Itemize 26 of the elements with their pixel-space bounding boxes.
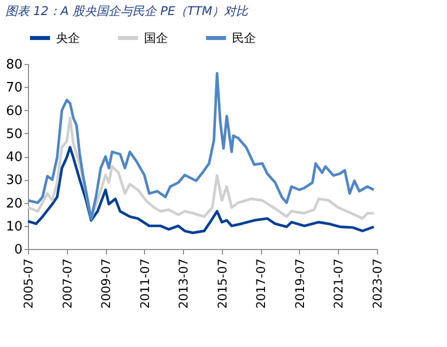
x-tick-label: 2011-07	[138, 258, 152, 309]
x-tick-label: 2007-07	[60, 258, 74, 309]
x-tick-label: 2019-07	[292, 258, 307, 309]
x-tick-label: 2009-07	[99, 258, 114, 309]
legend-label: 央企	[56, 31, 80, 45]
legend-label: 国企	[144, 31, 168, 45]
legend-label: 民企	[232, 31, 256, 45]
x-tick-label: 2015-07	[215, 258, 230, 309]
x-tick-label: 2017-07	[254, 258, 268, 309]
y-tick-label: 80	[6, 58, 22, 72]
y-tick-label: 60	[6, 104, 22, 119]
x-tick-label: 2005-07	[22, 258, 36, 309]
y-tick-label: 40	[6, 150, 22, 165]
x-tick-label: 2013-07	[176, 258, 191, 309]
y-tick-label: 0	[14, 242, 22, 258]
chart-title: 图表 12：A 股央国企与民企 PE（TTM）对比	[5, 4, 250, 18]
line-series	[26, 146, 376, 234]
y-tick-label: 30	[6, 173, 22, 188]
y-tick-label: 10	[6, 219, 22, 234]
y-tick-label: 50	[6, 126, 22, 142]
line-series	[26, 72, 376, 220]
x-tick-label: 2023-07	[370, 258, 384, 309]
y-tick-label: 20	[6, 196, 22, 212]
x-tick-label: 2021-07	[332, 258, 346, 309]
line-series	[26, 116, 376, 220]
y-tick-label: 70	[6, 80, 22, 96]
